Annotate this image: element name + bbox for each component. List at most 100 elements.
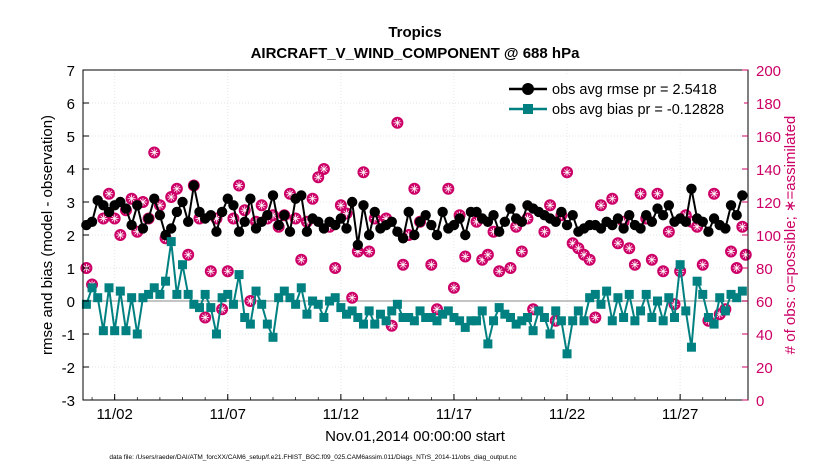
bias-point [257,299,267,309]
rmse-point [262,210,273,221]
bias-point [460,322,470,332]
bias-point [443,306,453,316]
bias-point [534,306,544,316]
rmse-point [720,223,731,234]
bias-point [573,306,583,316]
bias-point [115,286,125,296]
bias-point [313,299,323,309]
y-tick-label: 3 [67,195,75,212]
bias-point [415,306,425,316]
obs-count-asterisk [315,174,322,181]
bias-point [596,299,606,309]
bias-point [364,306,374,316]
obs-count-asterisk [100,215,107,222]
obs-count-asterisk [151,149,158,156]
rmse-point [556,206,567,218]
bias-point [398,313,408,322]
obs-count-point [544,199,557,212]
obs-count-point [561,166,574,179]
bias-point [590,289,600,299]
bias-point [545,329,555,339]
rmse-point [624,210,635,221]
obs-count-point [481,248,494,261]
obs-count-asterisk [207,268,214,275]
obs-count-point [363,245,376,258]
rmse-point [657,210,669,221]
bias-point [449,313,459,322]
bias-point [483,339,493,349]
rmse-point [454,213,465,224]
obs-count-asterisk [484,251,491,258]
obs-count-point [662,225,675,238]
obs-count-asterisk [224,268,231,275]
rmse-point [505,203,516,214]
obs-count-point [634,187,647,200]
legend-rmse-label: obs avg rmse pr = 2.5418 [552,82,717,98]
obs-count-asterisk [298,256,305,263]
obs-count-point [583,253,596,266]
bias-point [370,319,380,329]
data-file-footnote: data file: /Users/raeder/DAI/ATM_forcXX/… [109,454,517,461]
obs-count-point [493,265,506,278]
obs-count-asterisk [586,256,593,263]
obs-count-point [594,199,607,212]
obs-count-asterisk [286,190,294,197]
obs-count-asterisk [185,251,192,258]
obs-count-point [97,212,110,225]
bias-point [692,276,702,286]
bias-point [556,316,566,326]
rmse-point [703,226,714,237]
obs-count-point [708,187,721,200]
legend-box [504,74,744,122]
bias-point [206,303,216,313]
rmse-point [166,223,177,234]
y2-tick-label: 100 [756,228,781,245]
obs-count-point [312,171,325,184]
obs-count-asterisk [575,245,582,252]
rmse-point [149,193,160,204]
bias-point [178,260,188,270]
bias-point [647,313,657,322]
legend-bias-label: obs avg bias pr = -0.12828 [552,102,724,118]
bias-point [703,313,713,322]
obs-count-asterisk [399,261,407,268]
rmse-point [561,219,573,231]
rmse-point [618,223,629,234]
rmse-point [154,210,166,221]
rmse-point [460,229,471,241]
bias-point [296,283,306,293]
rmse-point [725,200,737,211]
obs-count-point [255,199,268,212]
chart-title: Tropics [388,24,441,41]
rmse-point [182,216,194,227]
obs-count-asterisk [292,215,299,222]
y2-tick-label: 180 [756,96,781,113]
rmse-point [612,213,624,224]
bias-point [98,326,108,336]
bias-point [387,306,397,316]
obs-count-point [221,265,234,278]
bias-point [432,316,442,326]
rmse-point [369,206,380,218]
x-tick-label: 11/07 [210,406,246,423]
bias-point [302,309,312,319]
bias-point [121,326,131,336]
obs-count-asterisk [580,251,588,258]
bias-point [720,306,730,316]
rmse-point [358,200,369,211]
obs-count-asterisk [699,261,706,268]
rmse-point [279,210,290,221]
y-axis-label: rmse and bias (model - observation) [39,115,56,355]
obs-count-asterisk [111,215,118,222]
bias-point [641,289,651,299]
rmse-point [216,206,228,218]
bias-point [172,289,182,299]
obs-count-asterisk [258,202,265,209]
bias-point [653,296,663,306]
legend-rmse-marker [522,83,534,95]
rmse-point [137,223,149,234]
rmse-point [171,206,183,218]
obs-count-point [103,187,116,200]
bias-point [138,293,148,303]
